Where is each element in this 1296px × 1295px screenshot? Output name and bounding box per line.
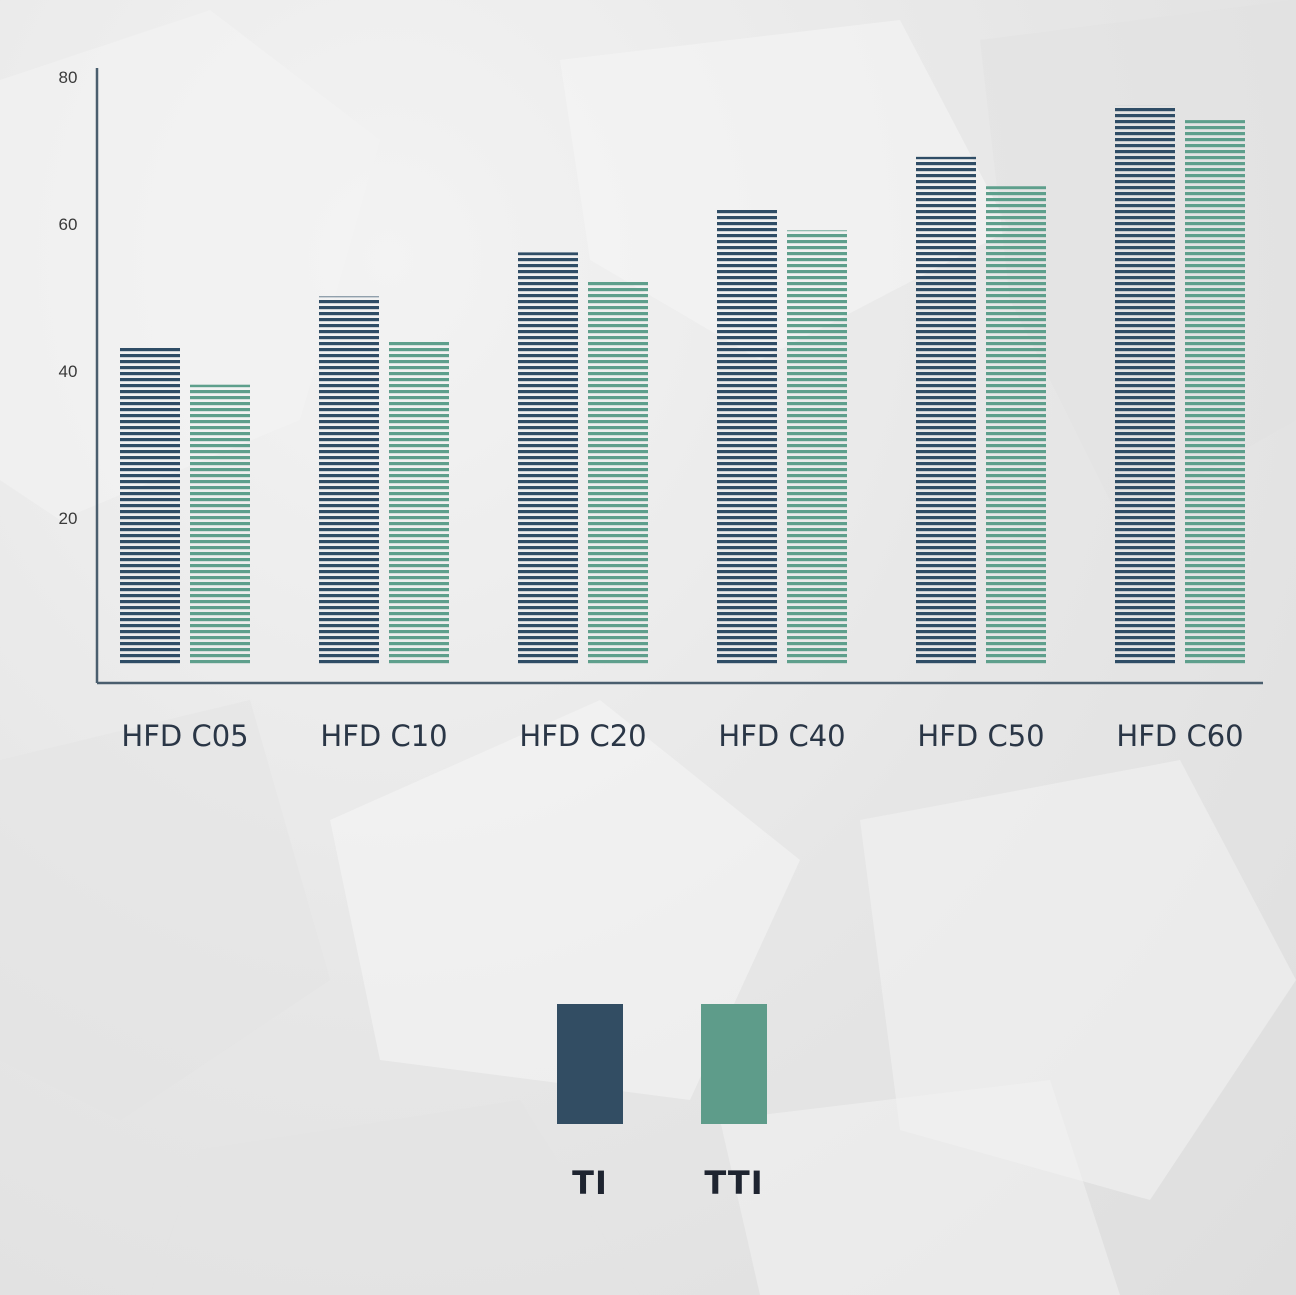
x-category-label: HFD C40 [718,719,845,753]
bar-ti [518,252,578,664]
x-category-label: HFD C60 [1116,719,1243,753]
bar-ti [717,208,777,665]
legend-item-ti: TI [550,1000,630,1202]
x-category-label: HFD C20 [519,719,646,753]
bar-ti [1115,105,1175,664]
x-axis-labels: HFD C05 HFD C10 HFD C20 HFD C40 HFD C50 HFD C… [121,719,1243,753]
bar-tti [190,384,250,664]
x-category-label: HFD C05 [121,719,248,753]
legend: TI TTI [540,1000,780,1220]
y-tick-label: 20 [59,509,78,528]
y-axis-ticks: 20 40 60 80 [59,68,78,528]
bar-tti [1185,120,1245,665]
bar-ti [916,156,976,664]
x-category-label: HFD C50 [917,719,1044,753]
bar-tti [588,281,648,664]
legend-swatch-tti [701,1004,767,1124]
bar-tti [787,230,847,664]
legend-label-ti: TI [572,1164,608,1202]
bar-ti [120,347,180,664]
bar-tti [986,186,1046,664]
legend-swatch-ti [557,1004,623,1124]
bar-ti [319,296,379,664]
bar-tti [389,340,449,664]
y-tick-label: 60 [59,215,78,234]
legend-label-tti: TTI [704,1164,764,1202]
x-category-label: HFD C10 [320,719,447,753]
y-tick-label: 80 [59,68,78,87]
legend-item-tti: TTI [694,1000,774,1202]
bars [120,105,1245,665]
y-tick-label: 40 [59,362,78,381]
